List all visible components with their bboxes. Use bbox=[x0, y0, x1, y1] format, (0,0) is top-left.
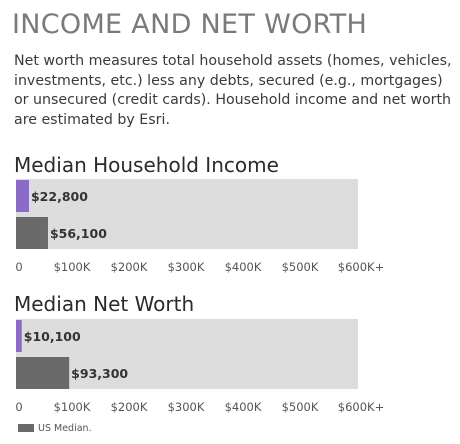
legend-swatch-us bbox=[18, 424, 34, 432]
data-label-area: $22,800 bbox=[31, 189, 88, 204]
data-label-us-median: $93,300 bbox=[71, 366, 128, 381]
page-title: INCOME AND NET WORTH bbox=[12, 9, 368, 40]
bar-us-median bbox=[16, 357, 70, 389]
networth-chart-title: Median Net Worth bbox=[14, 292, 195, 316]
legend-label: US Median. bbox=[38, 422, 92, 434]
data-label-us-median: $56,100 bbox=[50, 226, 107, 241]
bar-track bbox=[16, 179, 358, 249]
tick-label: $100K bbox=[54, 260, 91, 274]
income-chart-title: Median Household Income bbox=[14, 153, 279, 177]
income-chart: $22,800 $56,100 0 $100K $200K $300K $400K $500K… bbox=[15, 179, 384, 274]
tick-label: $300K bbox=[168, 400, 205, 414]
bar-area bbox=[16, 320, 22, 352]
tick-label: $500K bbox=[282, 400, 319, 414]
description-text: Net worth measures total household asset… bbox=[14, 53, 452, 128]
tick-label: $100K bbox=[54, 400, 91, 414]
tick-label: $400K bbox=[225, 260, 262, 274]
tick-label: $300K bbox=[168, 260, 205, 274]
data-label-area: $10,100 bbox=[24, 329, 81, 344]
tick-label: $200K bbox=[111, 400, 148, 414]
bar-area bbox=[16, 180, 29, 212]
bar-track bbox=[16, 319, 358, 389]
tick-label: $400K bbox=[225, 400, 262, 414]
tick-label: 0 bbox=[15, 260, 22, 274]
legend: US Median. bbox=[18, 421, 92, 435]
bar-us-median bbox=[16, 217, 48, 249]
tick-label: $600K+ bbox=[338, 400, 384, 414]
tick-label: $200K bbox=[111, 260, 148, 274]
tick-label: $500K bbox=[282, 260, 319, 274]
tick-label: $600K+ bbox=[338, 260, 384, 274]
tick-label: 0 bbox=[15, 400, 22, 414]
networth-chart: $10,100 $93,300 0 $100K $200K $300K $400K $500K… bbox=[15, 319, 384, 414]
